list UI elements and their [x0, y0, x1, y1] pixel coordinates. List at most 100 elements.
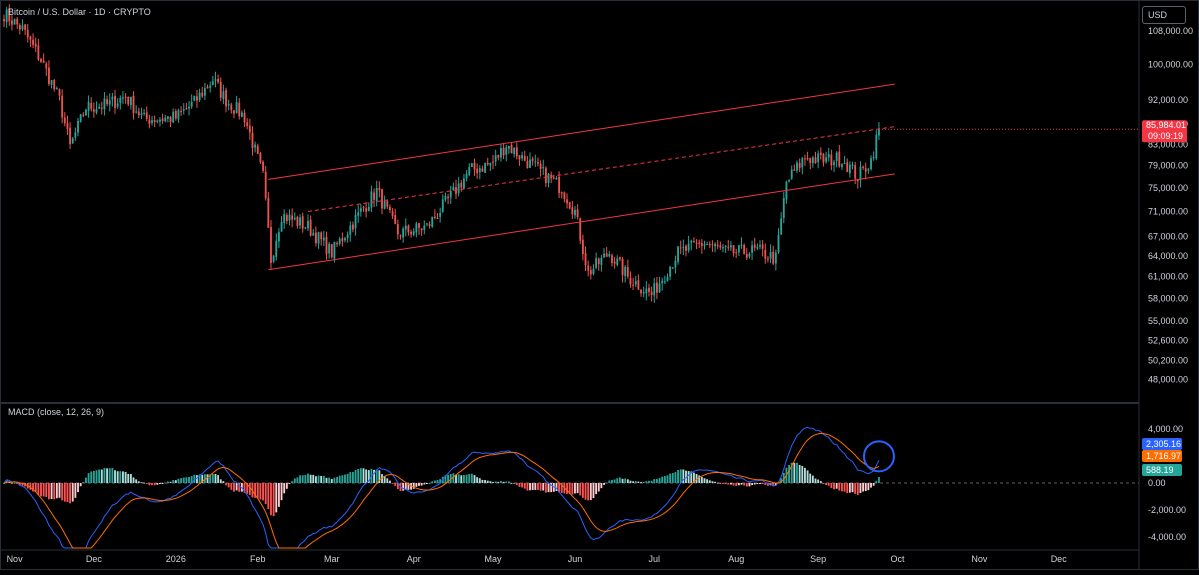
histogram-bar: [373, 469, 375, 483]
time-axis[interactable]: Nov Dec 2026 Feb Mar Apr May Jun Jul Aug Sep Oct Nov…: [7, 554, 1068, 564]
histogram-bar: [431, 481, 434, 483]
candle: [341, 232, 344, 247]
candle: [822, 152, 825, 167]
histogram-bar: [592, 483, 595, 498]
histogram-bar: [32, 483, 35, 492]
candle: [782, 191, 785, 224]
candle: [843, 156, 846, 165]
candle: [418, 222, 420, 236]
macd-axis[interactable]: 4,000.00 0.00 -2,000.00 -4,000.00: [1148, 424, 1186, 542]
candle: [389, 204, 391, 213]
histogram-bar: [272, 483, 275, 517]
histogram-bar: [198, 474, 201, 483]
candle: [283, 209, 286, 229]
candle: [613, 256, 616, 269]
histogram-bar: [53, 483, 56, 500]
candle: [140, 107, 143, 119]
histogram-bar: [455, 474, 457, 483]
candle: [724, 245, 727, 253]
histogram-bar: [848, 483, 851, 493]
macd-histogram[interactable]: [3, 462, 880, 517]
candle: [848, 161, 851, 178]
symbol-title[interactable]: Bitcoin / U.S. Dollar · 1D · CRYPTO: [8, 7, 151, 17]
candle: [394, 208, 397, 225]
histogram-bar: [558, 483, 561, 493]
candlestick-series[interactable]: [3, 4, 880, 303]
candle: [600, 255, 603, 272]
candle: [407, 224, 410, 236]
candle: [209, 81, 212, 93]
channel-upper-line[interactable]: [268, 83, 895, 180]
candle: [819, 147, 822, 160]
histogram-bar: [407, 483, 410, 490]
histogram-bar: [817, 479, 820, 483]
histogram-bar: [336, 476, 338, 483]
histogram-bar: [383, 475, 386, 483]
histogram-bar: [153, 483, 156, 486]
histogram-bar: [143, 482, 146, 484]
candle: [77, 117, 79, 137]
histogram-bar: [827, 483, 830, 486]
candle: [426, 222, 428, 227]
candle: [288, 209, 291, 226]
histogram-bar: [389, 480, 391, 483]
histogram-bar: [328, 477, 331, 483]
candle: [375, 180, 378, 207]
histogram-bar: [658, 477, 661, 483]
histogram-bar: [489, 481, 492, 483]
histogram-bar: [708, 480, 711, 483]
candle: [201, 86, 204, 98]
histogram-bar: [103, 467, 106, 483]
histogram-bar: [349, 472, 352, 483]
candle: [3, 14, 5, 28]
candle: [172, 108, 175, 124]
signal-line[interactable]: [3, 432, 880, 549]
histogram-bar: [544, 483, 547, 493]
candle: [87, 95, 90, 118]
candle: [796, 160, 798, 174]
macd-line[interactable]: [3, 426, 880, 549]
candle: [227, 99, 230, 111]
regression-channel[interactable]: [268, 83, 895, 271]
histogram-bar: [838, 483, 841, 491]
histogram-bar: [682, 469, 685, 483]
candle: [603, 248, 605, 259]
candle: [169, 116, 172, 127]
histogram-bar: [457, 474, 460, 483]
histogram-bar: [82, 482, 85, 484]
histogram-bar: [330, 479, 333, 483]
histogram-bar: [663, 476, 666, 483]
candle: [415, 221, 418, 238]
histogram-bar: [254, 483, 257, 498]
histogram-bar: [724, 483, 727, 485]
histogram-bar: [698, 475, 701, 483]
channel-middle-line[interactable]: [307, 126, 895, 212]
histogram-bar: [58, 483, 61, 498]
candle: [719, 241, 722, 250]
candle: [817, 150, 820, 169]
candle: [571, 200, 574, 220]
currency-button[interactable]: USD: [1142, 6, 1186, 24]
candle: [835, 151, 838, 168]
candle: [357, 204, 360, 223]
candle: [711, 240, 714, 253]
macd-axis-label: -2,000.00: [1148, 505, 1186, 515]
macd-indicator-title[interactable]: MACD (close, 12, 26, 9): [8, 407, 105, 417]
histogram-bar: [92, 470, 95, 483]
candle: [737, 244, 740, 257]
channel-lower-line[interactable]: [268, 173, 895, 271]
candle: [531, 156, 534, 166]
price-axis[interactable]: 108,000.00100,000.0092,000.0087,000.0083…: [1148, 26, 1193, 384]
candle: [211, 76, 214, 86]
highlight-circle-drawing[interactable]: [862, 440, 895, 473]
histogram-bar: [539, 483, 542, 491]
candle: [753, 237, 756, 252]
price-axis-label: 61,000.00: [1148, 272, 1188, 282]
histogram-bar: [711, 481, 714, 483]
candle: [151, 115, 153, 126]
candle: [608, 250, 611, 258]
candle: [196, 89, 198, 108]
price-axis-label: 83,000.00: [1148, 139, 1188, 149]
histogram-bar: [534, 483, 537, 490]
